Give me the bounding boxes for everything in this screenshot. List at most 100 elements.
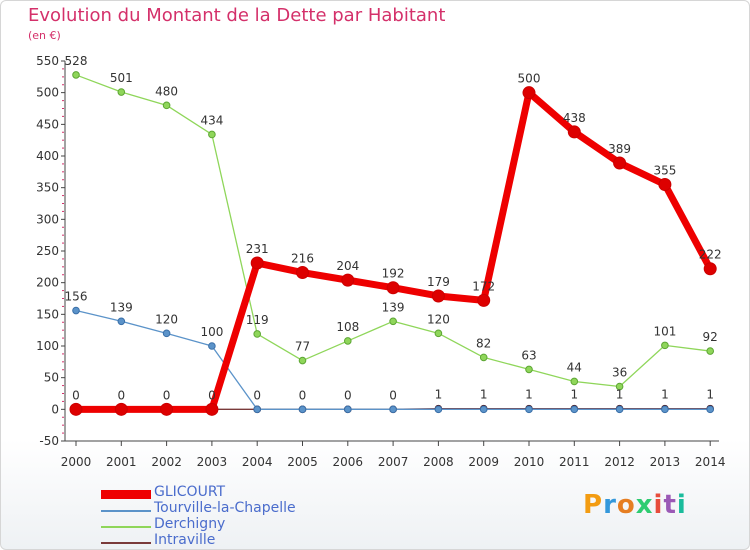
y-tick-label: 0: [51, 402, 59, 416]
y-tick-label: 100: [36, 339, 59, 353]
point-derchigny: [434, 329, 443, 338]
point-tourville-la-chapelle: [162, 329, 171, 338]
point-glicourt: [477, 293, 491, 307]
legend-label-derchigny: Derchigny: [154, 516, 226, 532]
data-label-glicourt: 172: [472, 279, 495, 293]
series-layer: [69, 71, 717, 416]
point-tourville-la-chapelle: [615, 405, 624, 414]
point-tourville-la-chapelle: [389, 405, 397, 414]
data-label-derchigny: 501: [110, 71, 133, 85]
data-label-glicourt: 179: [427, 275, 450, 289]
data-label-derchigny: 139: [382, 300, 405, 314]
point-derchigny: [525, 365, 533, 374]
data-label-glicourt: 204: [336, 259, 359, 273]
point-tourville-la-chapelle: [298, 405, 307, 414]
data-label-intraville: 0: [389, 388, 397, 402]
data-label-tourville-la-chapelle: 139: [110, 300, 133, 314]
point-derchigny: [344, 337, 352, 345]
point-tourville-la-chapelle: [72, 306, 80, 315]
point-tourville-la-chapelle: [434, 405, 443, 414]
x-tick-label: 2011: [559, 455, 590, 469]
legend-swatch-glicourt: [101, 490, 151, 499]
point-tourville-la-chapelle: [253, 405, 262, 414]
data-label-intraville: 1: [570, 388, 578, 402]
chart-title: Evolution du Montant de la Dette par Hab…: [28, 5, 446, 26]
y-tick-label: 250: [36, 244, 59, 258]
x-tick-label: 2010: [514, 455, 545, 469]
data-label-glicourt: 0: [117, 388, 125, 402]
x-tick-label: 2004: [242, 455, 273, 469]
legend-item-intraville: Intraville: [101, 532, 361, 549]
point-derchigny: [706, 347, 715, 355]
logo-letter: P: [583, 490, 604, 520]
point-tourville-la-chapelle: [344, 405, 352, 414]
point-tourville-la-chapelle: [208, 342, 216, 350]
logo-letter: i: [676, 490, 687, 520]
point-tourville-la-chapelle: [525, 405, 533, 414]
logo-letter: x: [635, 490, 654, 520]
data-label-derchigny: 82: [476, 336, 491, 350]
y-tick-label: 450: [36, 117, 59, 131]
data-label-derchigny: 92: [703, 330, 718, 344]
data-label-derchigny: 528: [65, 54, 88, 68]
x-tick-label: 2007: [378, 455, 409, 469]
data-label-tourville-la-chapelle: 156: [65, 290, 88, 304]
point-derchigny: [570, 377, 579, 386]
x-tick-label: 2014: [695, 455, 726, 469]
x-tick-label: 2000: [61, 455, 92, 469]
x-tick-label: 2001: [106, 455, 137, 469]
data-label-glicourt: 192: [382, 267, 405, 281]
legend-label-tourville: Tourville-la-Chapelle: [154, 500, 296, 516]
data-label-derchigny: 119: [246, 313, 269, 327]
logo-letter: t: [663, 490, 677, 520]
legend-swatch-intraville: [101, 542, 151, 544]
x-tick-label: 2008: [423, 455, 454, 469]
point-derchigny: [208, 130, 216, 139]
x-tick-label: 2009: [468, 455, 499, 469]
legend-swatch-derchigny: [101, 526, 151, 528]
legend-label-intraville: Intraville: [154, 532, 216, 548]
point-glicourt: [703, 262, 717, 276]
data-label-intraville: 0: [344, 388, 352, 402]
point-derchigny: [479, 353, 488, 362]
point-tourville-la-chapelle: [117, 317, 126, 326]
point-derchigny: [253, 330, 262, 338]
point-tourville-la-chapelle: [570, 405, 579, 414]
point-derchigny: [117, 88, 126, 96]
point-derchigny: [298, 356, 307, 365]
data-label-glicourt: 216: [291, 252, 314, 266]
data-label-derchigny: 63: [521, 348, 536, 362]
y-tick-label: 200: [36, 276, 59, 290]
y-tick-label: 500: [36, 86, 59, 100]
y-tick-label: 350: [36, 181, 59, 195]
y-tick-label: 400: [36, 149, 59, 163]
point-glicourt: [658, 178, 672, 191]
point-glicourt: [114, 402, 128, 416]
x-tick-label: 2006: [333, 455, 364, 469]
unit-label: (en €): [28, 29, 61, 42]
point-glicourt: [613, 156, 627, 170]
proxiti-logo: Proxiti: [583, 490, 687, 520]
series-line-derchigny: [75, 74, 711, 388]
y-tick-label: 50: [44, 371, 59, 385]
data-label-intraville: 1: [661, 388, 669, 402]
point-derchigny: [389, 317, 397, 326]
point-glicourt: [69, 402, 83, 416]
x-tick-label: 2012: [604, 455, 635, 469]
legend-item-tourville: Tourville-la-Chapelle: [101, 500, 361, 519]
point-tourville-la-chapelle: [479, 405, 488, 414]
data-label-derchigny: 44: [567, 360, 582, 374]
data-label-glicourt: 0: [163, 388, 171, 402]
point-glicourt: [431, 289, 445, 303]
point-glicourt: [567, 125, 581, 139]
data-label-derchigny: 120: [427, 312, 450, 326]
data-label-glicourt: 389: [608, 142, 631, 156]
data-label-intraville: 0: [299, 388, 307, 402]
x-tick-label: 2003: [197, 455, 228, 469]
legend-label-glicourt: GLICOURT: [154, 484, 226, 500]
data-label-glicourt: 0: [208, 388, 216, 402]
x-tick-label: 2002: [151, 455, 182, 469]
data-label-tourville-la-chapelle: 120: [155, 312, 178, 326]
